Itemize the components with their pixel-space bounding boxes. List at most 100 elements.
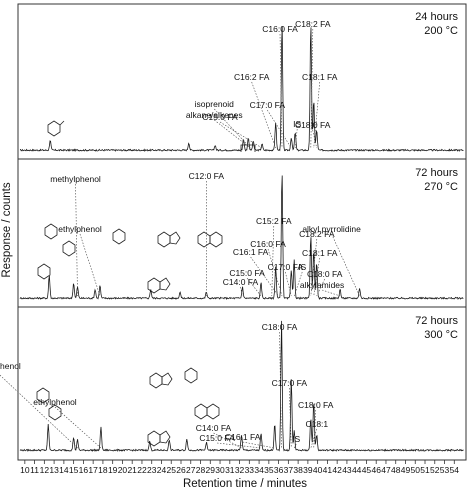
peak-leader-line <box>279 33 283 149</box>
peak-label: C14:0 FA <box>223 277 259 287</box>
panel-2-temp: 270 °C <box>424 181 458 193</box>
x-tick-label: 47 <box>381 465 391 475</box>
x-tick-label: 51 <box>420 465 430 475</box>
peak-label: C18:0 FA <box>307 269 343 279</box>
x-tick-label: 13 <box>49 465 59 475</box>
peak-label: alkyl pyrrolidine <box>302 224 361 234</box>
peak-label: C15:0 FA <box>199 433 235 443</box>
x-tick-label: 15 <box>69 465 79 475</box>
y-axis-label: Response / counts <box>1 182 13 278</box>
peak-leader-line <box>214 119 251 149</box>
x-axis: 10 11 12 13 14 15 16 17 18 19 20 21 22 23 24 25 26 27 28 29… <box>20 460 459 475</box>
x-axis-label: Retention time / minutes <box>183 478 307 490</box>
peak-label: isoprenoid <box>195 99 234 109</box>
peak-label: C17:0 FA <box>272 378 308 388</box>
panel-1-temp: 200 °C <box>424 25 458 37</box>
peak-leader-line <box>271 225 275 297</box>
peak-leader-line <box>251 81 276 149</box>
panel-2-time: 72 hours <box>415 167 458 179</box>
x-tick-label: 36 <box>274 465 284 475</box>
x-tick-label: 52 <box>430 465 440 475</box>
peak-label: C15:0 FA <box>202 112 238 122</box>
peak-leader-line <box>310 28 314 149</box>
panel-3-time: 72 hours <box>415 315 458 327</box>
indole-structure-icon <box>147 231 223 294</box>
peak-leader-line <box>284 271 292 297</box>
x-tick-label: 40 <box>313 465 323 475</box>
x-tick-label: 34 <box>254 465 264 475</box>
panel-frame-3 <box>17 306 467 461</box>
peak-label: C15:0 FA <box>229 268 265 278</box>
peak-label: C17:0 FA <box>250 100 286 110</box>
x-tick-label: 38 <box>293 465 303 475</box>
peak-leader-line <box>246 277 262 297</box>
phenol-structure-icon <box>47 120 65 137</box>
peak-label: C16:0 FA <box>262 24 298 34</box>
peak-leader-line <box>219 121 263 149</box>
peak-label: C16:1 FA <box>233 247 269 257</box>
peak-label: IS <box>298 262 306 272</box>
panel-1-time: 24 hours <box>415 11 458 23</box>
x-tick-label: 31 <box>225 465 235 475</box>
x-tick-label: 54 <box>450 465 460 475</box>
peak-label: alkylamides <box>300 280 344 290</box>
x-tick-label: 23 <box>147 465 157 475</box>
peak-leader-line <box>294 128 298 149</box>
peak-label: C18:1 FA <box>302 72 338 82</box>
x-tick-label: 41 <box>323 465 333 475</box>
peak-label: C14:0 FA <box>196 423 232 433</box>
peak-leader-line <box>250 256 279 297</box>
peak-label: C16:1 FA <box>225 432 261 442</box>
x-tick-label: 53 <box>440 465 450 475</box>
x-tick-label: 25 <box>167 465 177 475</box>
peak-leader-line <box>75 183 78 297</box>
peak-label: C18:1 FA <box>302 248 338 258</box>
x-tick-label: 39 <box>303 465 313 475</box>
x-tick-label: 43 <box>342 465 352 475</box>
x-tick-label: 29 <box>206 465 216 475</box>
x-tick-label: 32 <box>235 465 245 475</box>
peak-leader-line <box>279 331 282 449</box>
peak-label: C18:0 FA <box>295 120 331 130</box>
peak-leader-line <box>331 233 360 297</box>
x-tick-label: 27 <box>186 465 196 475</box>
peak-label: methylphenol <box>50 174 101 184</box>
peak-leader-line <box>293 443 297 449</box>
peak-leader-line <box>0 374 78 449</box>
peak-leader-line <box>312 129 317 149</box>
x-tick-label: 21 <box>127 465 137 475</box>
x-tick-label: 49 <box>401 465 411 475</box>
peak-label: ethylphenol <box>33 397 77 407</box>
peak-leader-line <box>267 109 292 149</box>
peak-leader-line <box>288 387 292 449</box>
peak-label: C18:1 <box>305 419 328 429</box>
x-tick-label: 26 <box>176 465 186 475</box>
peak-label: alkane/alkenes <box>186 110 243 120</box>
pyridinol-structure-icon <box>37 223 126 280</box>
x-tick-label: 50 <box>411 465 421 475</box>
x-tick-label: 22 <box>137 465 147 475</box>
structures-300c-icon <box>36 367 220 447</box>
peak-label: methylphenol <box>0 361 21 371</box>
peak-leader-line <box>293 271 303 297</box>
peak-leader-line <box>313 81 321 149</box>
x-tick-label: 11 <box>30 465 39 475</box>
trace-panel-2 <box>19 175 464 300</box>
peak-leader-line <box>310 428 318 449</box>
peak-label: C17:0 FA <box>268 262 304 272</box>
x-tick-label: 12 <box>40 465 50 475</box>
isoprenoid-bracket <box>240 144 256 152</box>
peak-leader-line <box>216 442 262 449</box>
x-tick-label: 14 <box>59 465 69 475</box>
peak-leader-line <box>79 233 101 297</box>
peak-label: ethylphenol <box>58 224 102 234</box>
peak-label: C18:0 FA <box>262 322 298 332</box>
x-tick-label: 33 <box>245 465 255 475</box>
peak-leader-line <box>313 257 321 297</box>
peak-label: C16:0 FA <box>250 239 286 249</box>
peak-leader-line <box>242 441 275 449</box>
x-tick-label: 48 <box>391 465 401 475</box>
x-tick-label: 42 <box>332 465 342 475</box>
